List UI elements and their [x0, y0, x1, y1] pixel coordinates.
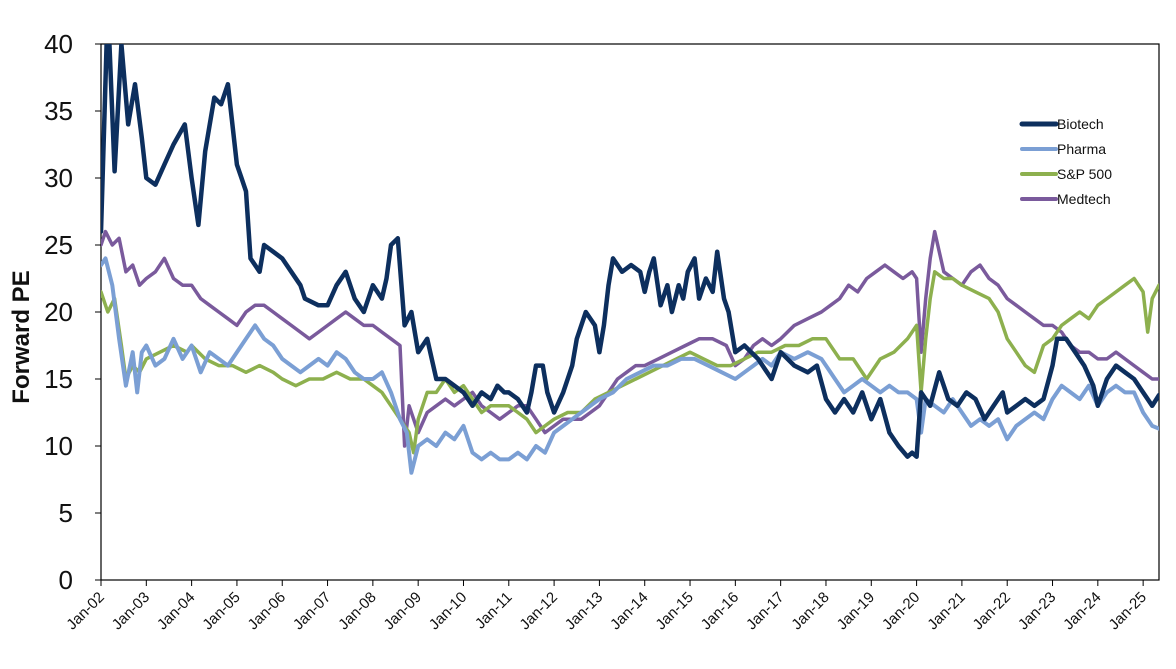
x-tick-label: Jan-22 — [970, 589, 1014, 633]
legend-label: Pharma — [1057, 141, 1106, 157]
x-tick-label: Jan-19 — [834, 589, 878, 633]
x-tick-label: Jan-02 — [63, 589, 107, 633]
x-tick-label: Jan-18 — [788, 589, 832, 633]
y-tick-label: 15 — [44, 364, 73, 394]
legend: Biotech Pharma S&P 500 Medtech — [1019, 116, 1112, 207]
x-tick-label: Jan-17 — [743, 589, 787, 633]
y-tick-label: 35 — [44, 96, 73, 126]
x-tick-label: Jan-20 — [879, 589, 923, 633]
x-tick-label: Jan-14 — [607, 589, 651, 633]
x-tick-label: Jan-12 — [516, 589, 560, 633]
x-tick-label: Jan-16 — [698, 589, 742, 633]
y-tick-label: 30 — [44, 163, 73, 193]
legend-label: S&P 500 — [1057, 166, 1112, 182]
x-tick-label: Jan-06 — [245, 589, 289, 633]
x-tick-label: Jan-05 — [199, 589, 243, 633]
y-tick-label: 20 — [44, 297, 73, 327]
legend-label: Biotech — [1057, 116, 1104, 132]
y-tick-label: 40 — [44, 29, 73, 59]
y-tick-label: 10 — [44, 431, 73, 461]
x-axis: Jan-02 Jan-03 Jan-04 Jan-05 Jan-06 Jan-07 Jan-… — [63, 580, 1150, 633]
x-tick-label: Jan-03 — [109, 589, 153, 633]
x-tick-label: Jan-04 — [154, 589, 198, 633]
series-line-biotech — [101, 44, 1159, 459]
y-axis: 0 5 10 15 20 25 30 35 40 — [44, 29, 101, 595]
y-tick-label: 5 — [59, 498, 73, 528]
x-tick-label: Jan-21 — [924, 589, 968, 633]
x-tick-label: Jan-13 — [562, 589, 606, 633]
y-tick-label: 0 — [59, 565, 73, 595]
x-tick-label: Jan-10 — [426, 589, 470, 633]
x-tick-label: Jan-23 — [1015, 589, 1059, 633]
x-tick-label: Jan-25 — [1106, 589, 1150, 633]
plot-area-frame — [100, 43, 1160, 581]
x-tick-label: Jan-11 — [472, 589, 516, 633]
x-tick-label: Jan-09 — [381, 589, 425, 633]
legend-label: Medtech — [1057, 191, 1111, 207]
y-tick-label: 25 — [44, 230, 73, 260]
series-line-pharma — [101, 256, 1159, 475]
y-axis-label: Forward PE — [8, 270, 35, 404]
x-tick-label: Jan-24 — [1060, 589, 1104, 633]
series-lines — [101, 44, 1159, 475]
x-tick-label: Jan-15 — [652, 589, 696, 633]
x-tick-label: Jan-07 — [290, 589, 334, 633]
x-tick-label: Jan-08 — [335, 589, 379, 633]
